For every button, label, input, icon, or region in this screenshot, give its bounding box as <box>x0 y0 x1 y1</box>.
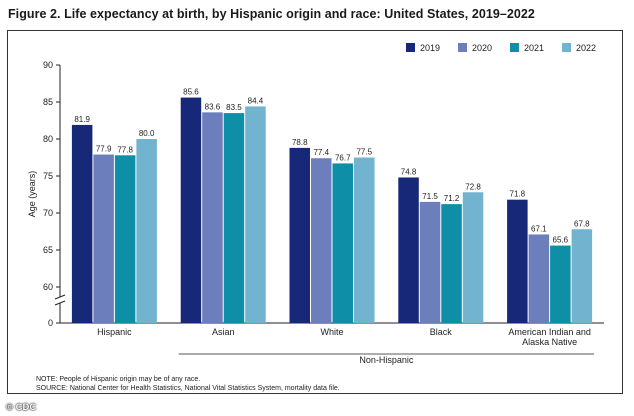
legend-swatch-2021 <box>510 43 519 52</box>
bar-2020 <box>93 154 114 323</box>
bar-2019 <box>180 97 202 323</box>
bar-2022 <box>136 139 157 323</box>
bar-chart: Age (years) 60 65 70 75 80 85 90 0 81.9 77.9 77.8 80… <box>27 43 604 365</box>
bar-2020 <box>311 158 332 323</box>
bar-2022 <box>354 157 375 323</box>
x-category-label: American Indian and <box>508 327 591 337</box>
y-tick-label: 70 <box>43 208 53 218</box>
source-note: SOURCE: National Center for Health Stati… <box>36 385 340 392</box>
x-category-label: Hispanic <box>97 327 132 337</box>
group-label: Non-Hispanic <box>359 355 414 365</box>
bar-2019 <box>398 177 419 323</box>
y-tick-label: 80 <box>43 134 53 144</box>
axis-break-mark <box>54 294 66 300</box>
legend-label-2020: 2020 <box>472 43 492 53</box>
y-tick-label: 90 <box>43 60 53 70</box>
bar-value-label: 74.8 <box>401 167 417 176</box>
bar-value-label: 80.0 <box>139 129 155 138</box>
bar-value-label: 71.2 <box>444 194 460 203</box>
bar-2019 <box>71 124 93 323</box>
bar-2020 <box>528 234 550 323</box>
bar-value-label: 65.6 <box>553 236 569 245</box>
bar-value-label: 67.8 <box>574 219 590 228</box>
bar-2022 <box>245 106 266 323</box>
bar-2019 <box>289 147 310 323</box>
bar-value-label: 85.6 <box>183 88 199 97</box>
bar-value-label: 77.4 <box>313 148 329 157</box>
bar-value-label: 76.7 <box>335 153 351 162</box>
chart-frame: Age (years) 60 65 70 75 80 85 90 0 81.9 77.9 77.8 80… <box>7 30 623 394</box>
legend-swatch-2019 <box>406 43 415 52</box>
bar-2022 <box>462 192 484 323</box>
y-tick-label: 85 <box>43 97 53 107</box>
footnote: NOTE: People of Hispanic origin may be o… <box>36 376 201 383</box>
chart-title: Figure 2. Life expectancy at birth, by H… <box>8 7 535 21</box>
bar-value-label: 77.5 <box>356 148 372 157</box>
bar-value-label: 72.8 <box>465 182 481 191</box>
legend-label-2022: 2022 <box>576 43 596 53</box>
legend-label-2021: 2021 <box>524 43 544 53</box>
bar-value-label: 83.5 <box>226 103 242 112</box>
axis-break-mark <box>54 300 66 306</box>
legend-swatch-2020 <box>458 43 467 52</box>
bar-2020 <box>202 112 223 323</box>
y-axis-label: Age (years) <box>27 171 37 218</box>
bar-2021 <box>441 204 462 323</box>
legend-swatch-2022 <box>562 43 571 52</box>
bar-value-label: 77.9 <box>96 145 112 154</box>
x-category-label: White <box>320 327 343 337</box>
bar-value-label: 77.8 <box>117 145 133 154</box>
bar-value-label: 71.8 <box>510 190 526 199</box>
y-tick-label: 75 <box>43 171 53 181</box>
bar-2022 <box>571 229 593 323</box>
bar-value-label: 81.9 <box>74 115 90 124</box>
bar-value-label: 83.6 <box>205 102 221 111</box>
bar-2019 <box>507 199 528 323</box>
bar-2021 <box>332 163 353 323</box>
bar-2021 <box>550 245 571 323</box>
bar-value-label: 78.8 <box>292 138 308 147</box>
x-category-label: Asian <box>212 327 235 337</box>
bar-2021 <box>114 155 136 323</box>
bar-2020 <box>419 201 441 323</box>
x-category-label: Black <box>430 327 453 337</box>
legend-label-2019: 2019 <box>420 43 440 53</box>
bar-value-label: 71.5 <box>422 192 438 201</box>
bar-value-label: 84.4 <box>248 96 264 105</box>
y-tick-label: 65 <box>43 245 53 255</box>
bar-value-label: 67.1 <box>531 224 547 233</box>
credit-watermark: © CDC <box>6 402 37 413</box>
y-tick-label: 60 <box>43 282 53 292</box>
x-category-label: Alaska Native <box>522 337 577 347</box>
bar-2021 <box>223 113 245 323</box>
y-tick-label-zero: 0 <box>48 318 53 328</box>
